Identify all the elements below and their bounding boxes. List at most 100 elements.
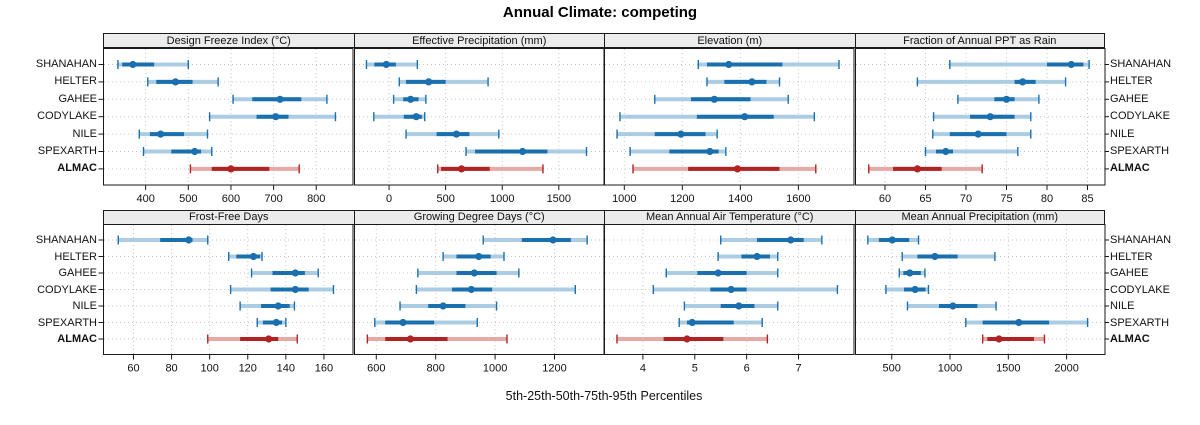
x-tick-label: 6 (744, 363, 750, 375)
x-tick-label: 60 (127, 363, 139, 375)
x-tick-label: 800 (307, 193, 325, 205)
whisker-helter (398, 76, 489, 86)
whisker-almac (207, 334, 298, 344)
panel-border (604, 224, 855, 355)
median-dot (714, 269, 722, 277)
whisker-helter (147, 76, 219, 86)
median-dot (185, 236, 193, 244)
median-dot (249, 252, 258, 261)
row-label-left-spexarth: SPEXARTH (37, 316, 97, 329)
whisker-codylake (372, 111, 425, 121)
whisker-almac (981, 334, 1045, 344)
median-dot (548, 236, 557, 244)
panel-strip-title: Effective Precipitation (mm) (412, 34, 547, 47)
panel-border (604, 47, 855, 185)
x-tick-label: 80 (165, 363, 177, 375)
median-dot (710, 95, 718, 103)
x-tick-label: 500 (882, 363, 900, 375)
median-dot (265, 335, 273, 343)
whisker-shanahan (365, 59, 418, 69)
median-dot (753, 252, 761, 261)
whisker-almac (189, 163, 300, 173)
median-dot (291, 269, 299, 277)
whisker-shanahan (948, 59, 1090, 69)
whisker-almac (632, 163, 817, 173)
whisker-codylake (932, 111, 1031, 121)
median-dot (1014, 318, 1022, 327)
x-tick-label: 1600 (786, 193, 810, 205)
median-dot (274, 302, 282, 310)
median-dot (156, 130, 165, 138)
row-label-left-codylake: CODYLAKE (37, 110, 97, 123)
row-label-right-spexarth: SPEXARTH (1110, 316, 1170, 329)
panel-strip-fraction-of-annual-ppt-as-rain: Fraction of Annual PPT as Rain (854, 33, 1105, 48)
row-label-right-gahee: GAHEE (1110, 92, 1149, 105)
whisker-codylake (619, 111, 816, 121)
x-tick-label: 1000 (612, 193, 636, 205)
panel-border (103, 47, 354, 185)
panel-strip-elevation-m: Elevation (m) (604, 33, 856, 48)
row-label-left-codylake: CODYLAKE (37, 283, 97, 296)
panel-strip-design-freeze-index-c: Design Freeze Index (°C) (103, 33, 355, 48)
median-dot (276, 95, 284, 103)
row-label-left-almac: ALMAC (57, 162, 97, 175)
panel-strip-title: Elevation (m) (697, 34, 763, 47)
whisker-spexarth (373, 318, 478, 327)
x-tick-label: 85 (1081, 193, 1093, 205)
whisker-codylake (229, 285, 335, 294)
row-label-right-nile: NILE (1110, 300, 1135, 312)
panel-frost-free-days: 60 80 100 120 140 160 (98, 224, 354, 375)
whisker-gahee (416, 268, 520, 278)
whisker-spexarth (256, 318, 287, 327)
panel-growing-degree-days-c: 600 800 1000 1200 (353, 224, 604, 375)
panel-effective-precipitation-mm: 0 500 1000 1500 (353, 47, 604, 205)
median-dot (457, 164, 465, 172)
x-tick-label: 400 (136, 193, 154, 205)
median-dot (467, 285, 475, 294)
panel-border (854, 224, 1105, 355)
median-dot (748, 77, 756, 85)
whisker-shanahan (117, 235, 209, 245)
whisker-nile (683, 301, 779, 311)
whisker-codylake (208, 111, 337, 121)
median-dot (452, 130, 460, 138)
row-label-right-gahee: GAHEE (1110, 267, 1149, 279)
median-dot (470, 269, 478, 277)
whisker-codylake (652, 285, 839, 294)
whisker-gahee (956, 94, 1040, 104)
panel-strip-frost-free-days: Frost-Free Days (103, 209, 355, 225)
median-dot (941, 147, 949, 155)
whisker-shanahan (720, 235, 823, 245)
whisker-nile (404, 129, 500, 139)
whisker-gahee (898, 268, 926, 278)
median-dot (974, 130, 982, 138)
x-tick-label: 100 (200, 363, 218, 375)
median-dot (191, 147, 199, 155)
row-label-right-codylake: CODYLAKE (1110, 110, 1170, 123)
x-tick-label: 7 (795, 363, 801, 375)
panel-strip-title: Fraction of Annual PPT as Rain (903, 34, 1057, 47)
panel-border (103, 224, 354, 355)
x-tick-label: 4 (640, 363, 646, 375)
whisker-nile (239, 301, 296, 311)
whisker-nile (398, 301, 497, 311)
row-label-right-shanahan: SHANAHAN (1110, 234, 1172, 246)
panel-border (353, 224, 604, 355)
whisker-spexarth (964, 318, 1088, 327)
median-dot (888, 236, 896, 244)
x-tick-label: 5 (692, 363, 698, 375)
median-dot (913, 164, 921, 172)
median-dot (677, 130, 685, 138)
median-dot (424, 77, 432, 85)
row-label-right-helter: HELTER (1110, 250, 1153, 263)
median-dot (787, 236, 795, 244)
x-tick-label: 160 (315, 363, 333, 375)
median-dot (439, 302, 447, 310)
whisker-spexarth (142, 146, 213, 156)
median-dot (683, 335, 691, 343)
row-label-left-gahee: GAHEE (58, 267, 97, 279)
x-tick-label: 700 (264, 193, 282, 205)
x-tick-label: 75 (1000, 193, 1012, 205)
panel-mean-annual-precipitation-mm: 500 1000 1500 2000 (854, 224, 1109, 375)
row-label-left-spexarth: SPEXARTH (37, 145, 97, 157)
